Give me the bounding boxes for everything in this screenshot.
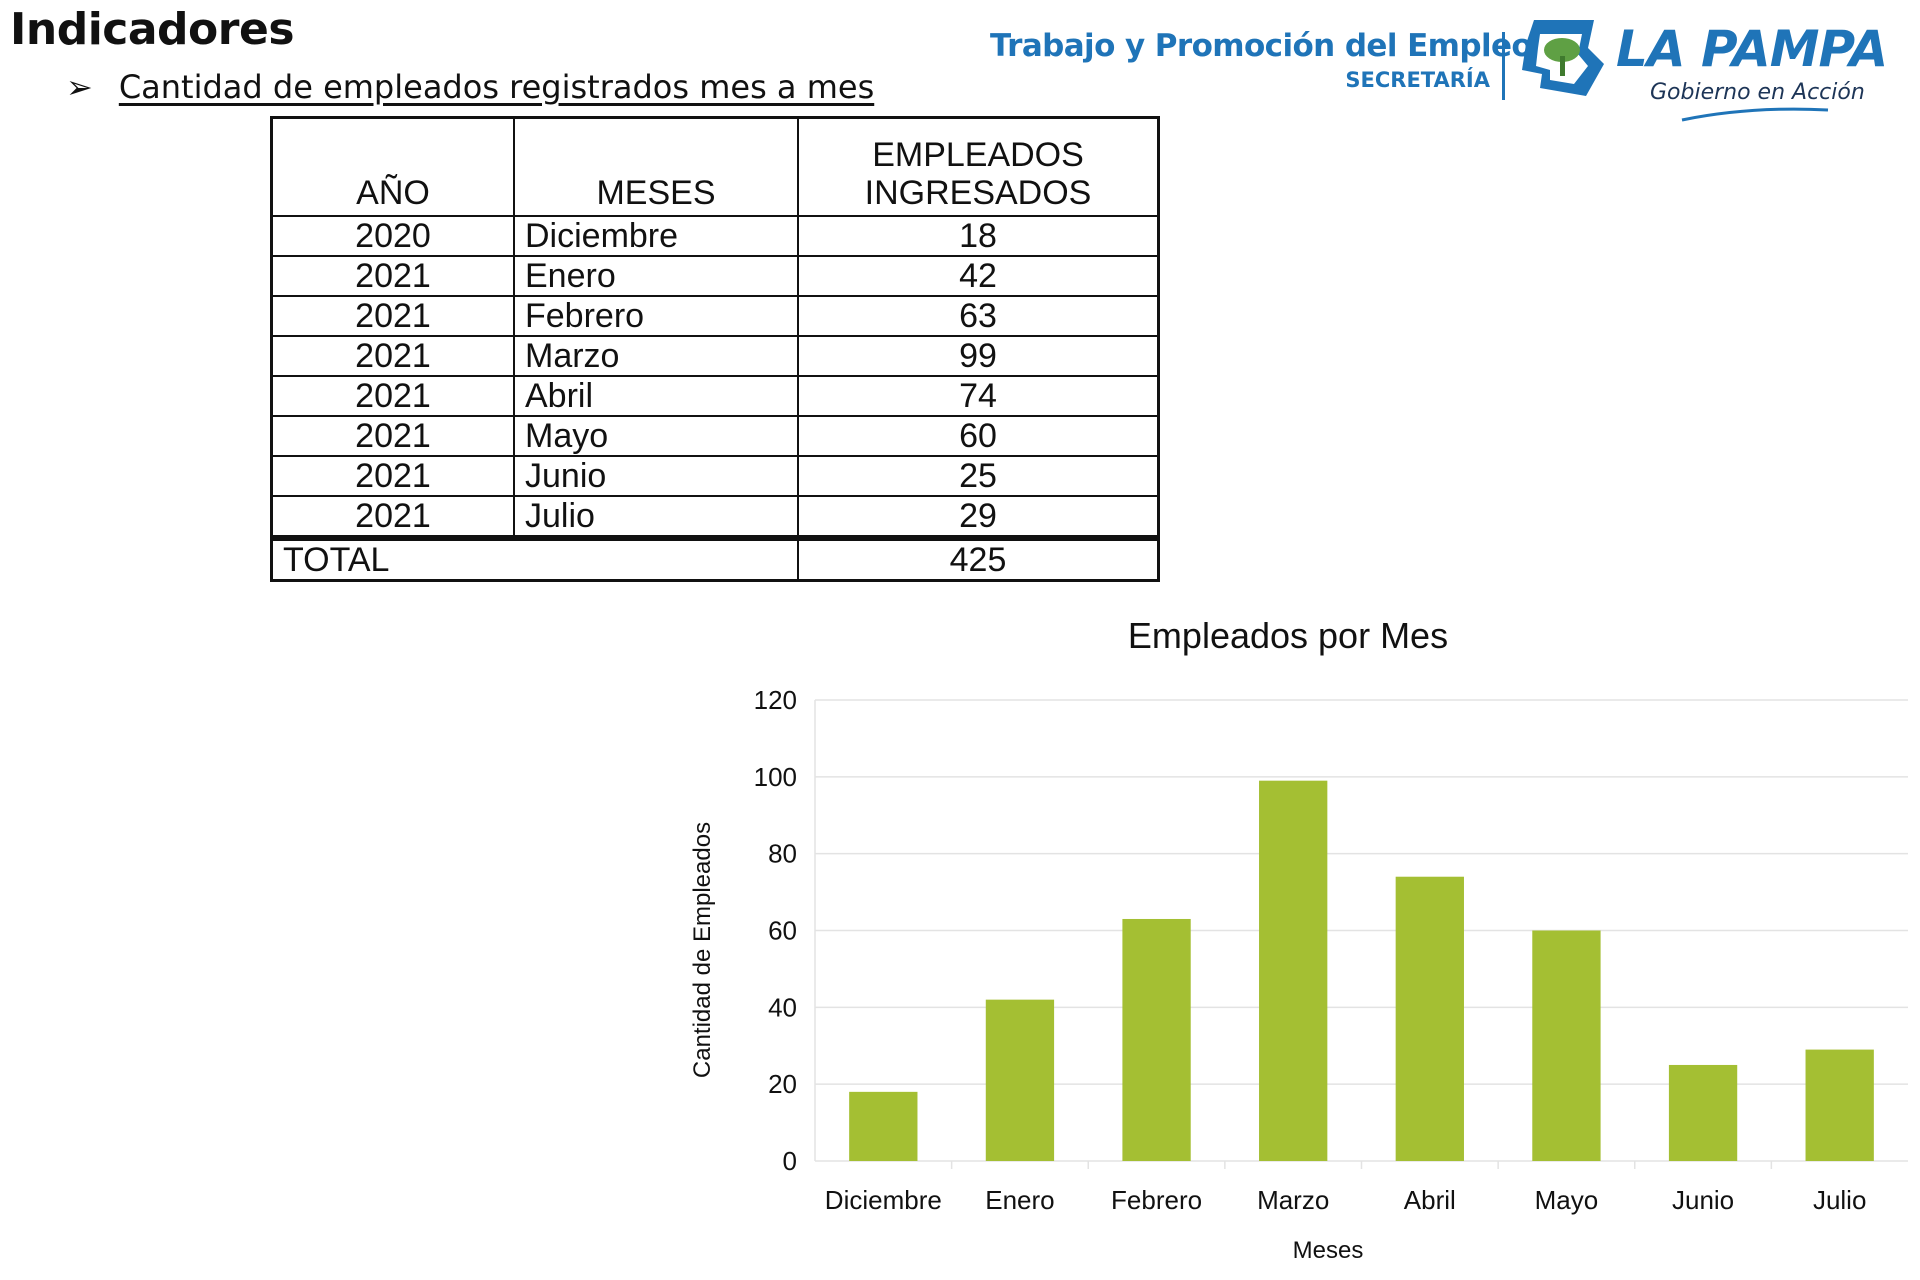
y-tick-label: 40: [768, 992, 797, 1022]
cell-count: 99: [797, 335, 1160, 377]
bar-enero: [985, 999, 1055, 1161]
cell-year: 2021: [270, 415, 515, 457]
cell-count: 18: [797, 215, 1160, 257]
cell-month: Febrero: [513, 295, 799, 337]
subtitle-row: ➢ Cantidad de empleados registrados mes …: [66, 68, 874, 106]
cell-count: 63: [797, 295, 1160, 337]
x-tick-label: Mayo: [1535, 1185, 1599, 1215]
header-month: MESES: [513, 116, 799, 217]
x-tick-label: Diciembre: [825, 1185, 942, 1215]
cell-month: Enero: [513, 255, 799, 297]
chart-gridlines: [814, 699, 1908, 1169]
chart-x-ticks: Diciembre Enero Febrero Marzo Abril Mayo Junio…: [825, 1185, 1867, 1215]
table-header-row: AÑO MESES EMPLEADOS INGRESADOS: [270, 116, 1160, 217]
secretariat-logo-text: Trabajo y Promoción del Empleo SECRETARÍ…: [990, 28, 1533, 92]
cell-count: 29: [797, 495, 1160, 539]
bar-julio: [1805, 1049, 1874, 1161]
cell-year: 2021: [270, 375, 515, 417]
secretariat-name: Trabajo y Promoción del Empleo: [990, 28, 1533, 64]
bar-mayo: [1532, 930, 1601, 1161]
section-subtitle: Cantidad de empleados registrados mes a …: [118, 68, 875, 106]
cell-year: 2021: [270, 455, 515, 497]
cell-count: 60: [797, 415, 1160, 457]
cell-year: 2021: [270, 295, 515, 337]
secretariat-label: SECRETARÍA: [1345, 68, 1490, 92]
la-pampa-emblem-icon: [1516, 14, 1610, 109]
cell-month: Mayo: [513, 415, 799, 457]
page-title: Indicadores: [10, 4, 295, 55]
cell-count: 42: [797, 255, 1160, 297]
x-axis-label: Meses: [1293, 1237, 1364, 1264]
y-tick-label: 80: [768, 839, 797, 869]
table-row: 2021 Junio 25: [270, 455, 1160, 497]
y-axis-label: Cantidad de Empleados: [689, 822, 716, 1078]
cell-year: 2021: [270, 495, 515, 539]
cell-year: 2021: [270, 335, 515, 377]
x-tick-label: Junio: [1672, 1185, 1734, 1215]
y-tick-label: 60: [768, 916, 797, 946]
logo-tagline: Gobierno en Acción: [1650, 80, 1865, 105]
cell-year: 2020: [270, 215, 515, 257]
la-pampa-wordmark: LA PAMPA: [1616, 20, 1888, 78]
total-value: 425: [797, 535, 1160, 582]
y-tick-label: 20: [768, 1069, 797, 1099]
cell-year: 2021: [270, 255, 515, 297]
table-row: 2021 Marzo 99: [270, 335, 1160, 377]
bar-febrero: [1122, 918, 1191, 1161]
logo-swoosh-icon: [1680, 104, 1830, 127]
total-label: TOTAL: [270, 535, 799, 582]
chart-title: Empleados por Mes: [1128, 615, 1448, 656]
x-tick-label: Abril: [1404, 1185, 1456, 1215]
table-row: 2021 Febrero 63: [270, 295, 1160, 337]
cell-month: Julio: [513, 495, 799, 539]
arrow-bullet-icon: ➢: [66, 69, 93, 105]
table-body: 2020 Diciembre 18 2021 Enero 42 2021 Feb…: [270, 215, 1160, 582]
cell-month: Junio: [513, 455, 799, 497]
x-tick-label: Julio: [1813, 1185, 1866, 1215]
cell-month: Marzo: [513, 335, 799, 377]
table-total-row: TOTAL 425: [270, 535, 1160, 582]
y-tick-label: 120: [754, 685, 797, 715]
y-tick-label: 100: [754, 762, 797, 792]
table-row: 2021 Mayo 60: [270, 415, 1160, 457]
y-tick-label: 0: [783, 1146, 797, 1176]
table-row: 2020 Diciembre 18: [270, 215, 1160, 257]
x-tick-label: Febrero: [1111, 1185, 1202, 1215]
x-tick-label: Enero: [985, 1185, 1054, 1215]
bar-junio: [1668, 1064, 1738, 1161]
la-pampa-logo: LA PAMPA Gobierno en Acción: [1616, 20, 1888, 105]
header-count-line2: INGRESADOS: [864, 174, 1092, 213]
logo-divider: [1502, 32, 1505, 100]
cell-month: Diciembre: [513, 215, 799, 257]
cell-count: 74: [797, 375, 1160, 417]
header-year: AÑO: [270, 116, 515, 217]
x-tick-label: Marzo: [1257, 1185, 1329, 1215]
chart-y-ticks: 0 20 40 60 80 100 120: [754, 685, 797, 1176]
bar-marzo: [1259, 780, 1328, 1161]
table-row: 2021 Julio 29: [270, 495, 1160, 539]
table-row: 2021 Abril 74: [270, 375, 1160, 417]
header-count-line1: EMPLEADOS: [872, 135, 1084, 174]
bar-diciembre: [849, 1091, 918, 1161]
table-row: 2021 Enero 42: [270, 255, 1160, 297]
employees-table: AÑO MESES EMPLEADOS INGRESADOS 2020 Dici…: [270, 116, 1160, 582]
cell-month: Abril: [513, 375, 799, 417]
chart-bars: [849, 780, 1874, 1161]
bar-abril: [1395, 876, 1464, 1161]
header-count: EMPLEADOS INGRESADOS: [797, 116, 1160, 217]
cell-count: 25: [797, 455, 1160, 497]
